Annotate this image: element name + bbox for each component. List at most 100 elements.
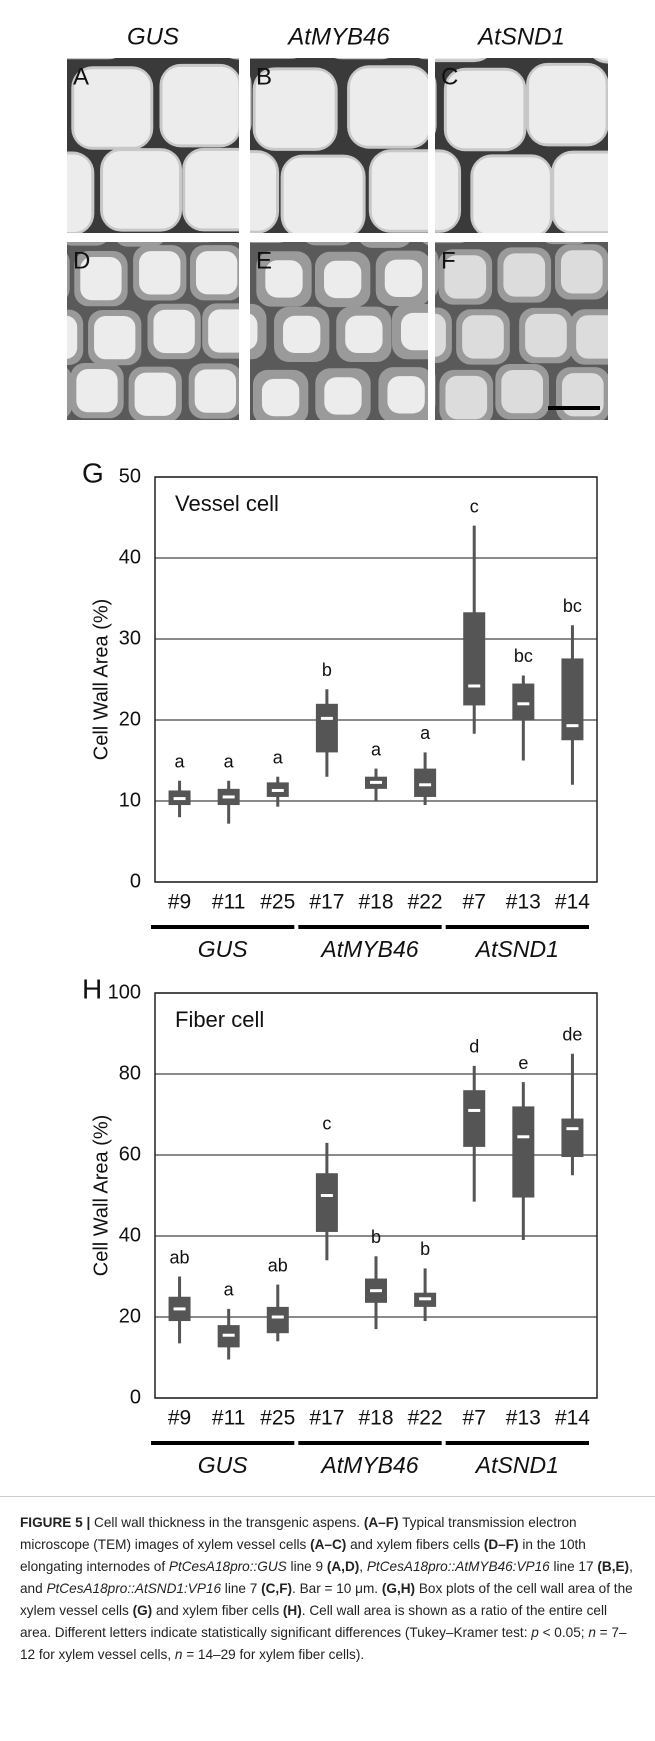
group-label: AtSND1 [474,1452,559,1478]
micrograph [25,242,257,478]
cell-lumen [25,371,66,414]
x-tick-label: #17 [309,1407,344,1430]
cell-wall [611,243,655,326]
box [414,768,437,797]
cell-wall [306,242,351,246]
cell-lumen [560,250,603,294]
cell-lumen [324,260,362,299]
cell-wall [418,58,428,60]
significance-letter: a [224,752,235,772]
y-tick-label: 100 [108,981,141,1003]
box [463,612,486,706]
panel-label: E [256,247,272,274]
column-header: GUS [127,23,179,50]
cell-wall [435,373,436,408]
significance-letter: d [469,1037,479,1057]
micrograph [211,242,428,482]
cell-wall [250,75,252,132]
caption-text: (A,D) [326,1559,360,1574]
caption-text: = 14–29 for xylem fiber cells). [182,1647,365,1662]
y-tick-label: 30 [119,627,141,649]
caption-rule [0,1496,655,1497]
x-tick-label: #18 [358,1407,393,1430]
cell-wall [204,423,257,478]
cell-wall [250,242,284,244]
caption-text: n [588,1625,596,1640]
caption: FIGURE 5 | Cell wall thickness in the tr… [20,1512,635,1666]
cell-lumen [407,0,486,56]
cell-wall [29,423,82,478]
cell-lumen [561,373,604,417]
y-tick-label: 10 [119,789,141,811]
plot-title: Fiber cell [175,1007,264,1032]
cell-wall [67,242,106,246]
cell-wall [0,62,66,146]
cell-lumen [400,312,428,351]
cell-lumen [345,315,383,353]
cell-wall [422,242,428,246]
cell-wall [459,425,513,480]
cell-wall [404,426,458,481]
cell-wall [211,427,266,482]
cell-lumen [445,375,488,420]
cell-wall [179,242,211,243]
cell-lumen [435,58,482,60]
group-label: AtSND1 [474,936,559,962]
x-tick-label: #17 [309,891,344,914]
cell-lumen [371,152,428,230]
cell-lumen [446,70,524,149]
significance-letter: a [420,723,431,743]
plot-title: Vessel cell [175,491,279,516]
y-tick-label: 80 [119,1062,141,1084]
cell-lumen [501,369,544,414]
caption-text: Cell wall thickness in the transgenic as… [90,1515,364,1530]
caption-text: (A–F) [363,1515,399,1530]
cell-lumen [150,431,191,474]
box [266,1306,289,1334]
significance-letter: ab [170,1247,190,1267]
cell-lumen [250,313,258,350]
cell-lumen [162,66,239,145]
micrograph [435,58,655,326]
group-label: GUS [198,936,249,962]
cell-lumen [638,430,655,473]
cell-lumen [350,68,428,146]
group-label: AtMYB46 [319,1452,418,1478]
y-tick-label: 40 [119,1224,141,1246]
significance-letter: e [518,1053,528,1073]
cell-lumen [76,368,118,413]
x-tick-label: #14 [555,1407,590,1430]
cell-lumen [619,250,655,293]
column-header: AtMYB46 [286,23,390,50]
x-tick-label: #11 [212,1407,245,1430]
caption-text: PtCesA18pro::GUS [168,1559,287,1574]
panel-label: C [441,63,458,90]
cell-lumen [435,152,459,230]
caption-text: (G) [132,1603,153,1618]
caption-text: PtCesA18pro::AtMYB46:VP16 [366,1559,550,1574]
box [512,683,535,720]
cell-lumen [435,313,446,357]
significance-letter: de [562,1025,582,1045]
significance-letter: a [175,752,186,772]
cell-lumen [503,253,546,297]
caption-text: < 0.05; [538,1625,589,1640]
cell-wall [593,58,608,64]
cell-lumen [554,153,608,232]
caption-text: . Cell wall area is shown as a ratio of … [20,1603,611,1640]
cell-lumen [384,259,423,297]
x-tick-label: #13 [506,1407,541,1430]
cell-lumen [195,251,238,295]
cell-wall [435,242,465,244]
cell-lumen [387,376,425,414]
cell-lumen [283,157,363,233]
cell-lumen [185,150,239,229]
cell-lumen [0,0,40,57]
cell-lumen [462,315,504,359]
cell-lumen [583,429,625,472]
x-tick-label: #7 [463,891,486,914]
caption-text: (G,H) [381,1581,416,1596]
y-tick-label: 50 [119,465,141,487]
y-tick-label: 20 [119,1305,141,1327]
